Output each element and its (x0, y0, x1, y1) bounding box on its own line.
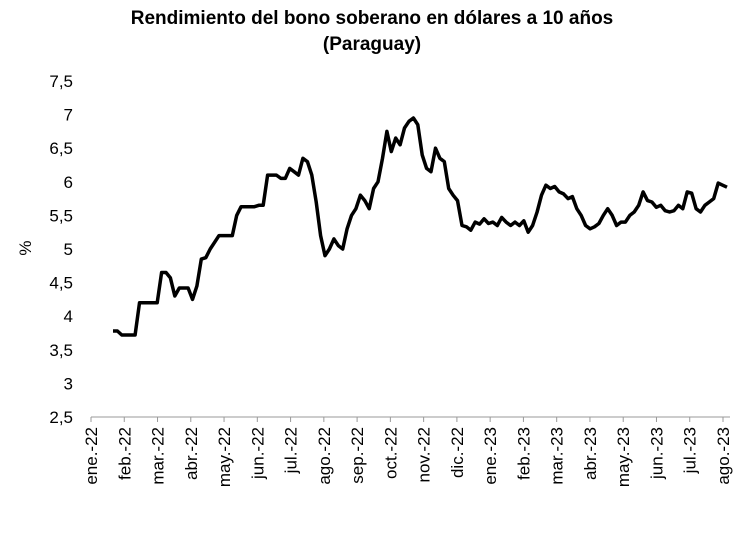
x-tick-label: abr.-22 (182, 427, 201, 480)
y-tick-label: 7,5 (49, 72, 73, 91)
x-tick-label: ene.-22 (82, 427, 101, 485)
x-tick-label: feb.-22 (115, 427, 134, 480)
x-tick-label: ago.-23 (714, 427, 733, 485)
x-tick-label: sep.-22 (348, 427, 367, 484)
y-axis-label: % (16, 240, 35, 255)
x-tick-label: nov.-22 (415, 427, 434, 482)
x-tick-label: jul.-22 (282, 427, 301, 474)
x-tick-label: abr.-23 (581, 427, 600, 480)
y-tick-label: 6,5 (49, 139, 73, 158)
y-tick-label: 4 (64, 307, 73, 326)
y-tick-label: 7 (64, 106, 73, 125)
line-series (113, 116, 728, 337)
y-tick-label: 4,5 (49, 274, 73, 293)
y-tick-label: 5,5 (49, 206, 73, 225)
x-tick-label: jul.-23 (681, 427, 700, 474)
x-tick-label: dic.-22 (448, 427, 467, 478)
x-tick-label: jun.-23 (647, 427, 666, 480)
y-tick-label: 3,5 (49, 341, 73, 360)
y-tick-label: 6 (64, 173, 73, 192)
x-tick-label: feb.-23 (514, 427, 533, 480)
x-tick-label: mar.-23 (548, 427, 567, 485)
chart-subtitle: (Paraguay) (323, 34, 421, 55)
x-tick-label: may.-23 (614, 427, 633, 487)
x-tick-label: ene.-23 (481, 427, 500, 485)
x-tick-label: ago.-22 (315, 427, 334, 485)
y-tick-label: 3 (64, 374, 73, 393)
x-tick-label: may.-22 (215, 427, 234, 487)
y-tick-label: 5 (64, 240, 73, 259)
x-tick-label: oct.-22 (381, 427, 400, 479)
x-tick-label: mar.-22 (149, 427, 168, 485)
chart-title: Rendimiento del bono soberano en dólares… (131, 8, 614, 29)
y-tick-label: 2,5 (49, 408, 73, 427)
x-tick-label: jun.-22 (248, 427, 267, 480)
